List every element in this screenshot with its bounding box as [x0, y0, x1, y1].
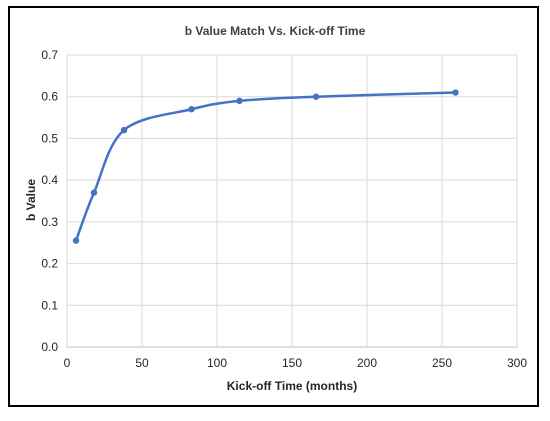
data-point — [188, 106, 195, 113]
y-tick-label: 0.4 — [41, 173, 58, 187]
data-point — [452, 89, 459, 96]
data-point — [120, 126, 128, 134]
chart-title: b Value Match Vs. Kick-off Time — [185, 24, 366, 38]
y-tick-label: 0.2 — [41, 257, 58, 271]
x-tick-label: 300 — [507, 356, 527, 370]
x-tick-label: 200 — [357, 356, 377, 370]
y-tick-label: 0.1 — [41, 298, 58, 312]
series-markers — [72, 89, 459, 244]
data-point — [90, 189, 98, 196]
x-tick-label: 50 — [135, 356, 149, 370]
x-tick-label: 100 — [207, 356, 227, 370]
y-tick-label: 0.3 — [41, 215, 58, 229]
x-tick-labels: 0 50 100 150 200 250 300 — [64, 356, 528, 370]
y-tick-label: 0.5 — [41, 131, 58, 145]
y-tick-label: 0.6 — [41, 90, 58, 104]
y-tick-label: 0.0 — [41, 340, 58, 354]
x-tick-label: 250 — [432, 356, 452, 370]
chart-frame — [8, 6, 539, 407]
data-point — [312, 93, 320, 100]
data-point — [72, 237, 80, 244]
x-tick-label: 0 — [64, 356, 71, 370]
y-axis-label: b Value — [24, 179, 38, 221]
y-tick-label: 0.7 — [41, 48, 58, 62]
gridlines — [66, 54, 518, 348]
series-line — [74, 91, 456, 242]
data-point — [236, 97, 243, 105]
x-tick-label: 150 — [282, 356, 302, 370]
x-axis-label: Kick-off Time (months) — [227, 379, 357, 393]
y-tick-labels: 0.0 0.1 0.2 0.3 0.4 0.5 0.6 0.7 — [41, 48, 58, 354]
